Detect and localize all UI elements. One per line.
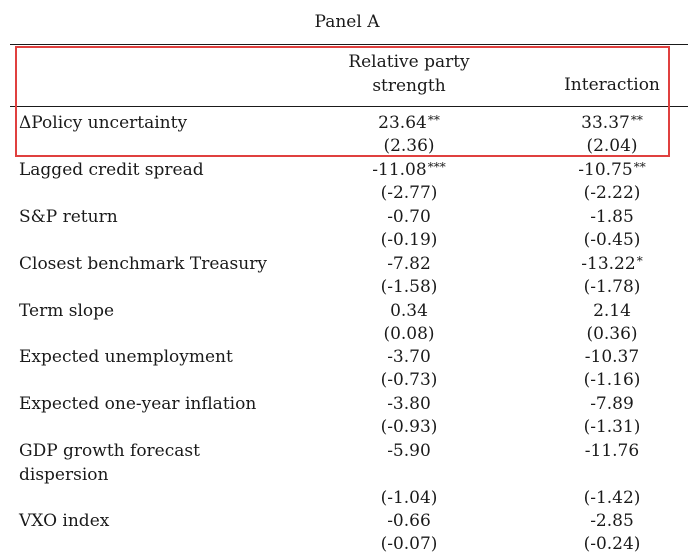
column-header-relative-party-strength: Relative party strength [328, 50, 490, 98]
tstat-interaction: (-2.22) [583, 183, 641, 203]
coef-relative-party-strength: -11.08*** [328, 158, 490, 182]
coef-relative-party-strength: 0.34 [328, 299, 490, 323]
coef-interaction: -10.37 [540, 345, 684, 369]
coef-interaction: -10.75** [540, 158, 684, 182]
significance-stars: ** [633, 160, 646, 174]
tstat-relative-party-strength: (-2.77) [380, 183, 438, 203]
coef-relative-party-strength: -0.70 [328, 205, 490, 229]
coef-value: -1.85 [590, 207, 634, 227]
coef-value: -0.70 [387, 207, 431, 227]
row-label: Term slope [19, 301, 115, 321]
coef-value: 2.14 [593, 301, 631, 321]
coef-interaction: 2.14 [540, 299, 684, 323]
coef-value: -11.08 [372, 160, 427, 180]
row-label-line-2: dispersion [19, 465, 109, 485]
tstat-relative-party-strength: (-0.07) [380, 534, 438, 554]
coef-relative-party-strength: -5.90 [328, 439, 490, 463]
tstat-interaction: (-1.16) [583, 370, 641, 390]
coef-relative-party-strength: -3.80 [328, 392, 490, 416]
row-label: S&P return [19, 207, 118, 227]
tstat-relative-party-strength: (-0.93) [380, 417, 438, 437]
row-label: Expected unemployment [19, 347, 233, 367]
coef-value: -11.76 [584, 441, 640, 461]
header-rule [10, 106, 688, 107]
tstat-interaction: (0.36) [586, 324, 638, 344]
coef-interaction: -2.85 [540, 509, 684, 533]
column-header-line-1: Relative party [348, 52, 470, 72]
tstat-relative-party-strength: (-1.04) [380, 488, 438, 508]
coef-value: -10.75 [578, 160, 633, 180]
row-label: Lagged credit spread [19, 160, 204, 180]
coef-relative-party-strength: -0.66 [328, 509, 490, 533]
coef-value: -7.89 [590, 394, 634, 414]
coef-value: -5.90 [387, 441, 431, 461]
row-label: GDP growth forecast dispersion [19, 439, 200, 487]
tstat-interaction: (-0.24) [583, 534, 641, 554]
coef-value: -0.66 [387, 511, 431, 531]
coef-value: -7.82 [387, 254, 431, 274]
coef-interaction: -11.76 [540, 439, 684, 463]
significance-stars: * [636, 254, 643, 268]
coef-interaction: -1.85 [540, 205, 684, 229]
coef-relative-party-strength: -3.70 [328, 345, 490, 369]
coef-value: -2.85 [590, 511, 634, 531]
row-label-line-1: GDP growth forecast [19, 441, 200, 461]
column-header-interaction: Interaction [564, 75, 660, 95]
coef-value: 33.37 [581, 113, 630, 133]
row-label: ΔPolicy uncertainty [19, 113, 188, 133]
coef-value: -10.37 [584, 347, 640, 367]
coef-value: 23.64 [378, 113, 427, 133]
significance-stars: *** [427, 160, 446, 174]
significance-stars: ** [630, 113, 643, 127]
row-label: VXO index [19, 511, 110, 531]
tstat-relative-party-strength: (0.08) [383, 324, 435, 344]
coef-interaction: 33.37** [540, 111, 684, 135]
tstat-relative-party-strength: (-0.19) [380, 230, 438, 250]
panel-title: Panel A [314, 12, 380, 32]
tstat-interaction: (-0.45) [583, 230, 641, 250]
coef-value: -3.70 [387, 347, 431, 367]
top-rule [10, 44, 688, 45]
tstat-relative-party-strength: (-0.73) [380, 370, 438, 390]
coef-value: -3.80 [387, 394, 431, 414]
coef-interaction: -13.22* [540, 252, 684, 276]
coef-interaction: -7.89 [540, 392, 684, 416]
tstat-relative-party-strength: (2.36) [383, 136, 435, 156]
highlight-box [15, 46, 670, 157]
column-header-line-2: strength [372, 76, 446, 96]
tstat-interaction: (-1.42) [583, 488, 641, 508]
coef-value: -13.22 [581, 254, 636, 274]
coef-value: 0.34 [390, 301, 428, 321]
row-label: Expected one-year inflation [19, 394, 257, 414]
significance-stars: ** [427, 113, 440, 127]
row-label: Closest benchmark Treasury [19, 254, 267, 274]
tstat-interaction: (2.04) [586, 136, 638, 156]
tstat-interaction: (-1.78) [583, 277, 641, 297]
coef-relative-party-strength: -7.82 [328, 252, 490, 276]
tstat-relative-party-strength: (-1.58) [380, 277, 438, 297]
coef-relative-party-strength: 23.64** [328, 111, 490, 135]
tstat-interaction: (-1.31) [583, 417, 641, 437]
